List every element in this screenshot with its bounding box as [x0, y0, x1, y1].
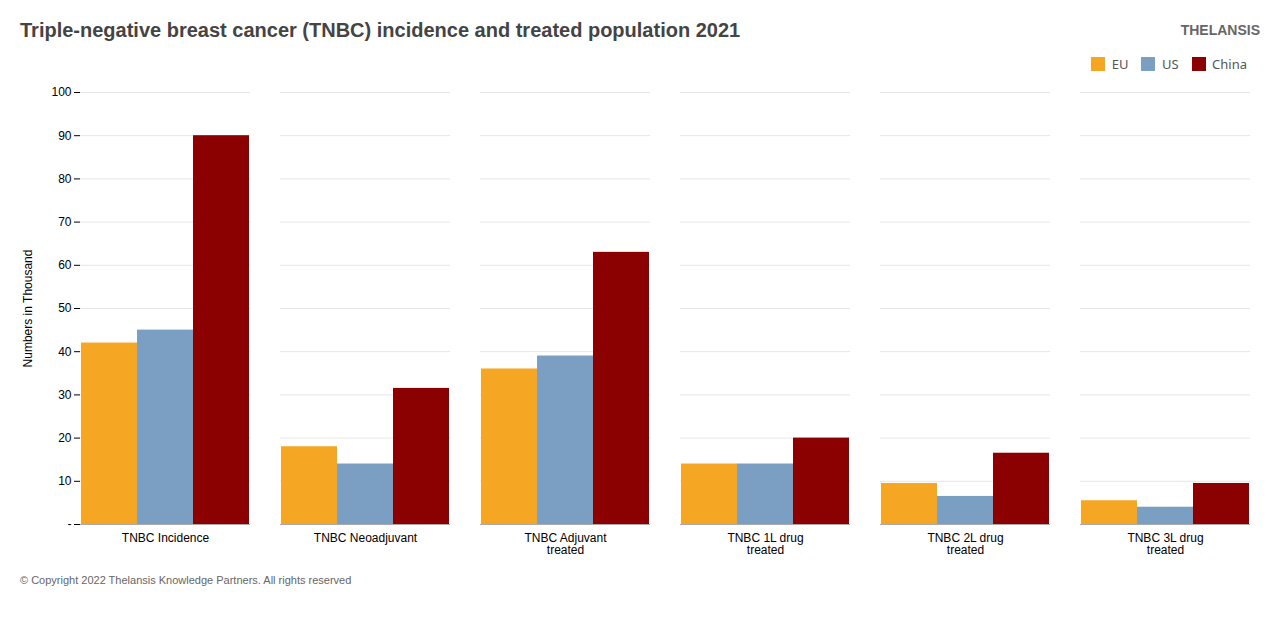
html-text:Triple-negative breast cancer: Triple-negative breast cancer (TNBC) inc… — [20, 18, 741, 41]
svg-text:TNBC Neoadjuvant: TNBC Neoadjuvant — [314, 531, 418, 545]
html-text:© Copyright 2022 Thelansis Kno: © Copyright 2022 Thelansis Knowledge Par… — [20, 574, 352, 586]
html-text:THELANSIS: THELANSIS — [1180, 22, 1260, 38]
svg-text:TNBC 2L drugtreated: TNBC 2L drugtreated — [927, 531, 1003, 557]
svg-text:TNBC Adjuvanttreated: TNBC Adjuvanttreated — [524, 531, 607, 557]
html-text:EU: EU — [1111, 54, 1129, 73]
svg-text:30: 30 — [58, 388, 72, 402]
svg-text:TNBC Incidence: TNBC Incidence — [122, 531, 210, 545]
svg-text:Numbers in Thousand: Numbers in Thousand — [21, 250, 35, 368]
svg-text:20: 20 — [58, 431, 72, 445]
svg-text:40: 40 — [58, 345, 72, 359]
html-text:China: China — [1212, 54, 1247, 73]
svg-text:70: 70 — [58, 215, 72, 229]
svg-text:10: 10 — [58, 474, 72, 488]
svg-text:80: 80 — [58, 172, 72, 186]
svg-text:-: - — [68, 517, 72, 531]
svg-text:90: 90 — [58, 129, 72, 143]
svg-text:50: 50 — [58, 301, 72, 315]
svg-text:TNBC 1L drugtreated: TNBC 1L drugtreated — [727, 531, 803, 557]
svg-text:60: 60 — [58, 258, 72, 272]
svg-text:100: 100 — [51, 85, 71, 99]
svg-text:TNBC 3L drugtreated: TNBC 3L drugtreated — [1127, 531, 1203, 557]
html-text:US: US — [1161, 54, 1179, 73]
